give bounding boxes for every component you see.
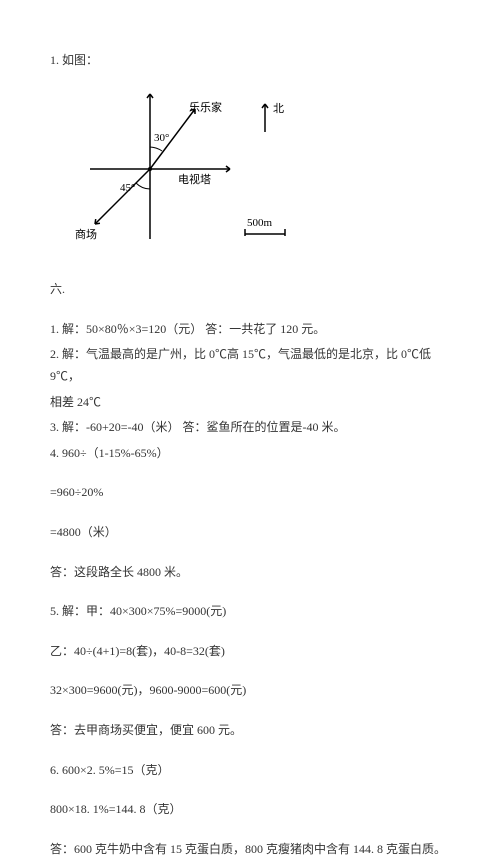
svg-text:500m: 500m bbox=[247, 217, 273, 229]
q1-label: 1. 如图： bbox=[50, 50, 450, 72]
answer-5-line1: 5. 解：甲：40×300×75%=9000(元) bbox=[50, 601, 450, 623]
answer-5-line3: 32×300=9600(元)，9600-9000=600(元) bbox=[50, 680, 450, 702]
answer-5-line2: 乙：40÷(4+1)=8(套)，40-8=32(套) bbox=[50, 641, 450, 663]
svg-text:商场: 商场 bbox=[75, 227, 97, 241]
section-6-heading: 六. bbox=[50, 279, 450, 301]
svg-text:电视塔: 电视塔 bbox=[178, 172, 211, 186]
direction-diagram: 乐乐家 30° 45° 电视塔商场 北 500m bbox=[60, 84, 310, 254]
answer-2-line2: 相差 24℃ bbox=[50, 392, 450, 414]
answer-3: 3. 解：-60+20=-40（米） 答：鲨鱼所在的位置是-40 米。 bbox=[50, 417, 450, 439]
answer-4-line3: =4800（米） bbox=[50, 522, 450, 544]
svg-text:乐乐家: 乐乐家 bbox=[189, 100, 222, 114]
svg-text:30°: 30° bbox=[154, 132, 169, 144]
answer-1: 1. 解：50×80％×3=120（元） 答：一共花了 120 元。 bbox=[50, 319, 450, 341]
answer-6-line2: 800×18. 1%=144. 8（克） bbox=[50, 799, 450, 821]
answer-6-line1: 6. 600×2. 5%=15（克） bbox=[50, 760, 450, 782]
answer-4-line1: 4. 960÷（1-15%-65%） bbox=[50, 443, 450, 465]
answer-6-line3: 答：600 克牛奶中含有 15 克蛋白质，800 克瘦猪肉中含有 144. 8 … bbox=[50, 839, 450, 860]
answer-4-line4: 答：这段路全长 4800 米。 bbox=[50, 562, 450, 584]
diagram-container: 乐乐家 30° 45° 电视塔商场 北 500m bbox=[60, 84, 450, 262]
answer-2-line1: 2. 解：气温最高的是广州，比 0℃高 15℃，气温最低的是北京，比 0℃低 9… bbox=[50, 344, 450, 387]
answer-5-line4: 答：去甲商场买便宜，便宜 600 元。 bbox=[50, 720, 450, 742]
svg-text:北: 北 bbox=[273, 102, 284, 115]
svg-text:45°: 45° bbox=[120, 182, 135, 194]
answer-4-line2: =960÷20% bbox=[50, 482, 450, 504]
